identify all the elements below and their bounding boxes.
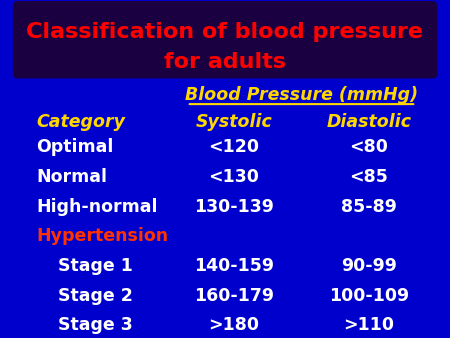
Text: Optimal: Optimal bbox=[36, 138, 113, 156]
FancyBboxPatch shape bbox=[14, 2, 436, 78]
Text: Stage 3: Stage 3 bbox=[58, 316, 133, 335]
Text: Classification of blood pressure: Classification of blood pressure bbox=[27, 22, 423, 42]
Text: <80: <80 bbox=[350, 138, 388, 156]
Text: 130-139: 130-139 bbox=[194, 197, 274, 216]
Text: >180: >180 bbox=[208, 316, 260, 335]
Text: <120: <120 bbox=[208, 138, 260, 156]
Text: Diastolic: Diastolic bbox=[327, 113, 411, 131]
Text: Normal: Normal bbox=[36, 168, 107, 186]
Text: 140-159: 140-159 bbox=[194, 257, 274, 275]
Text: High-normal: High-normal bbox=[36, 197, 158, 216]
Text: 100-109: 100-109 bbox=[329, 287, 409, 305]
Text: Stage 1: Stage 1 bbox=[58, 257, 133, 275]
Text: Stage 2: Stage 2 bbox=[58, 287, 133, 305]
Text: >110: >110 bbox=[343, 316, 395, 335]
Text: Category: Category bbox=[36, 113, 125, 131]
Text: Systolic: Systolic bbox=[196, 113, 272, 131]
Text: <130: <130 bbox=[208, 168, 260, 186]
Text: 85-89: 85-89 bbox=[341, 197, 397, 216]
Text: <85: <85 bbox=[350, 168, 388, 186]
Text: Hypertension: Hypertension bbox=[36, 227, 168, 245]
Text: Blood Pressure (mmHg): Blood Pressure (mmHg) bbox=[185, 86, 418, 104]
Text: for adults: for adults bbox=[164, 51, 286, 72]
Text: 90-99: 90-99 bbox=[341, 257, 397, 275]
Text: 160-179: 160-179 bbox=[194, 287, 274, 305]
